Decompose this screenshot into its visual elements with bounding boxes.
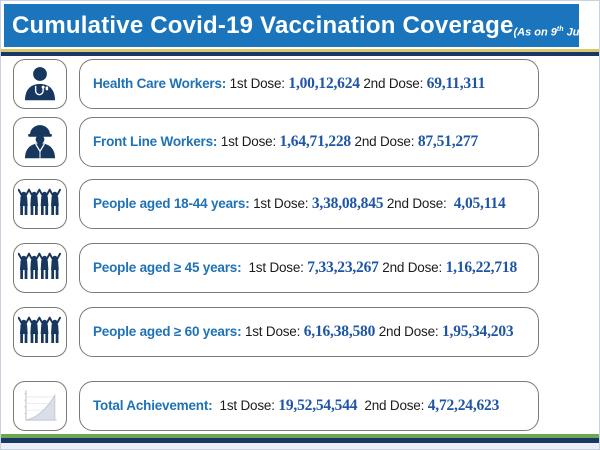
as-on-date: (As on 9th June '21) — [513, 26, 600, 39]
people-group-icon — [18, 187, 62, 221]
category-label: Total Achievement: — [93, 398, 213, 413]
dose1-label: 1st Dose: — [226, 76, 289, 91]
coverage-text-box: Front Line Workers: 1st Dose: 1,64,71,22… — [79, 117, 539, 167]
people-group-icon — [18, 315, 62, 349]
icon-box — [13, 307, 67, 357]
dose2-value: 4,72,24,623 — [427, 397, 500, 414]
footer-strip — [1, 442, 599, 449]
coverage-text-box: People aged 18-44 years: 1st Dose: 3,38,… — [79, 179, 539, 229]
coverage-text: Total Achievement: 1st Dose: 19,52,54,54… — [93, 382, 499, 429]
coverage-row-health-care-workers: Health Care Workers: 1st Dose: 1,00,12,6… — [1, 59, 599, 109]
dose2-value: 4,05,114 — [453, 195, 506, 212]
chart-icon — [20, 387, 60, 425]
icon-box — [13, 179, 67, 229]
dose1-value: 7,33,23,267 — [307, 259, 379, 276]
dose1-label: 1st Dose: — [249, 196, 312, 211]
health-care-worker-icon — [20, 64, 60, 104]
dose2-label: 2nd Dose: — [375, 324, 442, 339]
coverage-text: Front Line Workers: 1st Dose: 1,64,71,22… — [93, 118, 478, 165]
coverage-text-box: People aged ≥ 60 years: 1st Dose: 6,16,3… — [79, 307, 539, 357]
green-divider — [1, 434, 599, 438]
dose1-value: 1,64,71,228 — [279, 133, 352, 150]
front-line-worker-icon — [20, 122, 60, 162]
dose1-value: 19,52,54,544 — [278, 397, 358, 414]
coverage-text-box: Total Achievement: 1st Dose: 19,52,54,54… — [79, 381, 539, 431]
coverage-row-aged-45-plus: People aged ≥ 45 years: 1st Dose: 7,33,2… — [1, 243, 599, 293]
coverage-row-front-line-workers: Front Line Workers: 1st Dose: 1,64,71,22… — [1, 117, 599, 167]
page-title: Cumulative Covid-19 Vaccination Coverage — [12, 11, 514, 39]
coverage-row-total-achievement: Total Achievement: 1st Dose: 19,52,54,54… — [1, 381, 599, 431]
gold-divider — [1, 49, 599, 52]
dose1-label: 1st Dose: — [212, 398, 279, 413]
dose1-label: 1st Dose: — [241, 260, 308, 275]
category-label: People aged ≥ 45 years: — [93, 260, 242, 275]
dose2-label: 2nd Dose: — [383, 196, 454, 211]
dose2-value: 1,95,34,203 — [442, 323, 514, 340]
dose1-label: 1st Dose: — [241, 324, 304, 339]
category-label: People aged ≥ 60 years: — [93, 324, 242, 339]
dose2-label: 2nd Dose: — [378, 260, 446, 275]
dose2-label: 2nd Dose: — [357, 398, 428, 413]
icon-box — [13, 59, 67, 109]
coverage-text-box: People aged ≥ 45 years: 1st Dose: 7,33,2… — [79, 243, 539, 293]
dose1-value: 6,16,38,580 — [303, 323, 376, 340]
coverage-text-box: Health Care Workers: 1st Dose: 1,00,12,6… — [79, 59, 539, 109]
icon-box — [13, 381, 67, 431]
coverage-row-aged-18-44: People aged 18-44 years: 1st Dose: 3,38,… — [1, 179, 599, 229]
dose2-value: 1,16,22,718 — [445, 259, 518, 276]
navy-divider-top — [1, 52, 599, 56]
dose1-value: 1,00,12,624 — [288, 75, 360, 92]
dose2-label: 2nd Dose: — [350, 134, 418, 149]
icon-box — [13, 243, 67, 293]
dose2-value: 69,11,311 — [426, 75, 486, 92]
icon-box — [13, 117, 67, 167]
category-label: People aged 18-44 years: — [93, 196, 250, 211]
coverage-text: People aged ≥ 45 years: 1st Dose: 7,33,2… — [93, 244, 517, 291]
coverage-text: People aged 18-44 years: 1st Dose: 3,38,… — [93, 180, 506, 227]
navy-divider-bottom — [1, 437, 599, 443]
dose1-value: 3,38,08,845 — [311, 195, 384, 212]
category-label: Health Care Workers: — [93, 76, 227, 91]
coverage-text: People aged ≥ 60 years: 1st Dose: 6,16,3… — [93, 308, 514, 355]
dose2-label: 2nd Dose: — [359, 76, 427, 91]
coverage-text: Health Care Workers: 1st Dose: 1,00,12,6… — [93, 60, 485, 107]
dose1-label: 1st Dose: — [217, 134, 280, 149]
category-label: Front Line Workers: — [93, 134, 218, 149]
coverage-row-aged-60-plus: People aged ≥ 60 years: 1st Dose: 6,16,3… — [1, 307, 599, 357]
header-bar: Cumulative Covid-19 Vaccination Coverage… — [4, 4, 599, 47]
dose2-value: 87,51,277 — [417, 133, 479, 150]
people-group-icon — [18, 251, 62, 285]
